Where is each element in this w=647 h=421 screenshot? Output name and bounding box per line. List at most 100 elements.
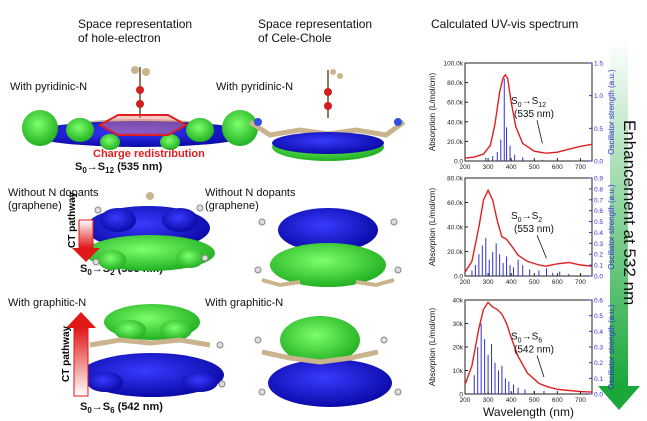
y2-axis-label: Oscillator strength (a.u.) — [607, 304, 616, 390]
x-tick-label: 500 — [529, 164, 540, 171]
y2-tick-label: 1.0 — [594, 93, 603, 100]
y2-axis-label: Oscillator strength (a.u.) — [607, 69, 616, 155]
row1-label-left: With pyridinic-N — [10, 81, 88, 93]
enhancement-label: Enhancement at 532 nm — [620, 120, 639, 306]
chart-frame — [464, 299, 593, 395]
y2-axis-label: Oscillator strength (a.u.) — [607, 184, 616, 270]
ct-pathway-down-arrow — [72, 219, 100, 262]
ct-pathway-label-row2: CT pathway — [67, 191, 78, 248]
cele-chole-title: Space representation of Cele-Chole — [258, 17, 372, 45]
y-tick-label: 0 — [459, 392, 463, 399]
annotation-pointer — [536, 235, 547, 259]
y2-tick-label: 0.0 — [594, 274, 603, 281]
x-tick-label: 200 — [460, 164, 471, 171]
y-tick-label: 30k — [453, 321, 464, 328]
y2-tick-label: 0.3 — [594, 241, 603, 248]
y2-tick-label: 0.1 — [594, 376, 603, 383]
y2-tick-label: 0.0 — [594, 392, 603, 399]
y-tick-label: 0.0 — [454, 159, 463, 166]
y2-tick-label: 0.6 — [594, 208, 603, 215]
row2-cele-chole-molecule — [254, 208, 402, 288]
y-tick-label: 60.0k — [447, 100, 464, 107]
y-axis-label: Absorption (L/mol/cm) — [428, 73, 437, 152]
x-tick-label: 200 — [460, 397, 471, 404]
row2-label-left-line1: Without N dopants — [8, 187, 99, 199]
ct-pathway-up-arrow — [66, 312, 96, 397]
row2-label-mid: Without N dopants (graphene) — [205, 187, 296, 213]
y2-tick-label: 0.2 — [594, 360, 603, 367]
row3-hole-electron-molecule — [80, 304, 226, 397]
y2-tick-label: 0.9 — [594, 176, 603, 183]
transition-wavelength: (553 nm) — [514, 224, 554, 235]
cele-chole-title-line2: of Cele-Chole — [258, 31, 332, 45]
enhancement-arrow — [598, 40, 640, 410]
x-tick-label: 600 — [552, 279, 563, 286]
y2-tick-label: 0.4 — [594, 329, 603, 336]
y-axis-label: Absorption (L/mol/cm) — [428, 188, 437, 267]
y2-tick-label: 0.6 — [594, 298, 603, 305]
x-tick-label: 300 — [483, 279, 494, 286]
row3-label-left: With graphitic-N — [8, 297, 87, 309]
y2-tick-label: 0.5 — [594, 313, 603, 320]
row2-label-left: Without N dopants (graphene) — [8, 187, 99, 213]
x-tick-label: 400 — [506, 279, 517, 286]
x-tick-label: 400 — [506, 164, 517, 171]
charge-redistribution-label: Charge redistribution — [93, 148, 205, 160]
y2-tick-label: 0.1 — [594, 263, 603, 270]
row3-label-mid: With graphitic-N — [205, 297, 284, 309]
x-tick-label: 300 — [483, 397, 494, 404]
row1-hole-electron-molecule — [22, 66, 258, 150]
hole-electron-title: Space representation of hole-electron — [78, 17, 192, 45]
y-tick-label: 40.0k — [447, 119, 464, 126]
transition-annotation: S0→S6 — [511, 331, 542, 344]
x-tick-label: 400 — [506, 397, 517, 404]
y2-tick-label: 1.5 — [594, 61, 603, 68]
row2-label-mid-line1: Without N dopants — [205, 187, 296, 199]
uv-vis-chart-3: 0 10k 20k 30k 40k 0.0 0.1 0.2 0.3 0.4 0.5 0.6 200 300… — [428, 298, 616, 420]
absorption-line — [464, 73, 593, 159]
y-tick-label: 10k — [453, 368, 464, 375]
transition-wavelength: (535 nm) — [514, 109, 554, 120]
annotation-pointer — [536, 355, 545, 378]
y2-tick-label: 0.5 — [594, 126, 603, 133]
y2-tick-label: 0.0 — [594, 159, 603, 166]
y2-tick-label: 0.3 — [594, 345, 603, 352]
transition-wavelength: (542 nm) — [514, 344, 554, 355]
y2-tick-label: 0.5 — [594, 219, 603, 226]
x-tick-label: 300 — [483, 164, 494, 171]
y2-tick-label: 0.2 — [594, 252, 603, 259]
x-tick-label: 200 — [460, 279, 471, 286]
row2-label-mid-line2: (graphene) — [205, 200, 259, 212]
row2-label-left-line2: (graphene) — [8, 200, 62, 212]
y-tick-label: 100.0k — [443, 61, 463, 68]
uv-vis-chart-2: 0.0 20.0k 40.0k 60.0k 80.0k 0.0 0.1 0.2 0.3 0.4 0.… — [428, 176, 616, 287]
y-tick-label: 40k — [453, 298, 464, 305]
x-axis-label: Wavelength (nm) — [483, 405, 574, 419]
cele-chole-title-line1: Space representation — [258, 17, 373, 31]
hole-electron-title-line1: Space representation — [78, 17, 193, 31]
y2-tick-label: 0.8 — [594, 186, 603, 193]
y-tick-label: 20.0k — [447, 249, 464, 256]
y-tick-label: 60.0k — [447, 200, 464, 207]
row2-hole-electron-molecule — [85, 192, 215, 271]
transition-annotation: S0→S2 — [511, 211, 542, 224]
ct-pathway-label-row3: CT pathway — [61, 325, 72, 382]
x-tick-label: 500 — [529, 279, 540, 286]
y-tick-label: 20k — [453, 345, 464, 352]
row3-transition-label: S0→S6 (542 nm) — [80, 401, 163, 416]
absorption-line — [464, 188, 593, 273]
x-tick-label: 600 — [552, 397, 563, 404]
transition-annotation: S0→S12 — [511, 96, 546, 109]
y-tick-label: 40.0k — [447, 225, 464, 232]
row1-transition-label: S0→S12 (535 nm) — [75, 161, 163, 176]
row3-cele-chole-molecule — [254, 316, 402, 407]
row1-cele-chole-molecule — [248, 69, 406, 161]
annotation-pointer — [536, 120, 543, 144]
y-tick-label: 80.0k — [447, 80, 464, 87]
x-tick-label: 600 — [552, 164, 563, 171]
uv-vis-chart-1: 0.0 20.0k 40.0k 60.0k 80.0k 100.0k 0.0 0.5 1.0 1.… — [428, 61, 616, 172]
chart-frame — [464, 62, 593, 162]
absorption-line — [464, 301, 593, 393]
